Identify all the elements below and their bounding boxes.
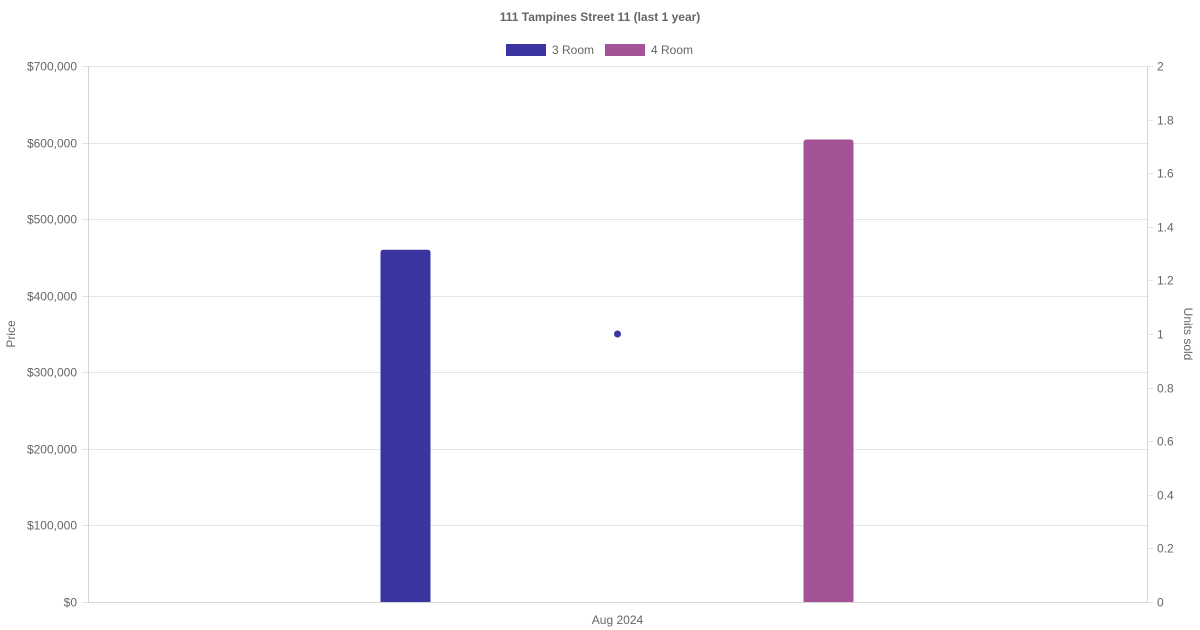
y-axis-left-title: Price [4,320,18,348]
legend-swatch-3-room [506,44,546,56]
chart-title: 111 Tampines Street 11 (last 1 year) [500,10,701,24]
y-right-tick-label: 1 [1157,328,1164,342]
y-left-tick-label: $0 [64,596,78,610]
y-right-tick-label: 0.6 [1157,435,1174,449]
y-left-tick-label: $700,000 [27,60,77,74]
units-sold-point[interactable] [614,330,621,338]
y-left-tick-label: $200,000 [27,443,77,457]
legend-label-4-room: 4 Room [651,43,693,57]
legend: 3 Room 4 Room [506,43,693,57]
bar-4-room[interactable] [803,139,854,602]
y-right-tick-label: 1.8 [1157,114,1174,128]
y-left-tick-label: $500,000 [27,213,77,227]
y-left-tick-label: $400,000 [27,290,77,304]
y-left-tick-label: $600,000 [27,137,77,151]
y-right-tick-label: 0.8 [1157,382,1174,396]
y-right-tick-label: 1.6 [1157,167,1174,181]
legend-swatch-4-room [605,44,645,56]
gridlines [82,66,1148,603]
x-axis-ticks: Aug 2024 [592,613,644,627]
plot-marks [380,139,854,602]
y-left-tick-label: $100,000 [27,519,77,533]
y-axis-right-ticks: 0 0.2 0.4 0.6 0.8 1 1.2 1.4 1.6 1.8 2 [1147,60,1174,610]
y-right-tick-label: 0.2 [1157,542,1174,556]
bar-3-room[interactable] [380,249,431,602]
y-axis-right-title: Units sold [1181,308,1195,361]
legend-item-4-room[interactable]: 4 Room [605,43,693,57]
y-axis-left-ticks: $0 $100,000 $200,000 $300,000 $400,000 $500,0… [27,60,77,610]
y-right-tick-label: 0.4 [1157,489,1174,503]
y-right-tick-label: 0 [1157,596,1164,610]
legend-label-3-room: 3 Room [552,43,594,57]
legend-item-3-room[interactable]: 3 Room [506,43,594,57]
y-right-tick-label: 1.4 [1157,221,1174,235]
y-right-tick-label: 1.2 [1157,274,1174,288]
y-right-tick-label: 2 [1157,60,1164,74]
y-left-tick-label: $300,000 [27,366,77,380]
x-tick-label: Aug 2024 [592,613,644,627]
